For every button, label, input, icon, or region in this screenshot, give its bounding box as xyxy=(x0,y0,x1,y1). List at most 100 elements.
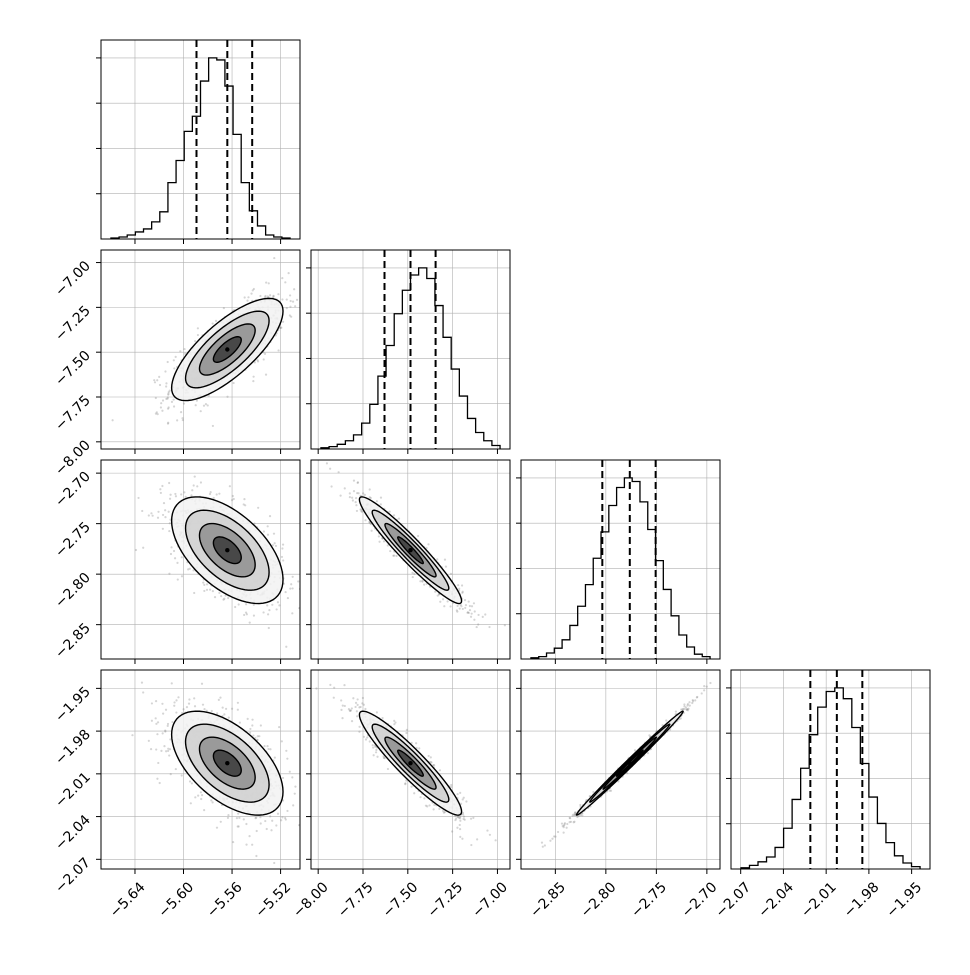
sample-point xyxy=(488,626,490,628)
histogram-group xyxy=(531,460,710,659)
sample-point xyxy=(259,816,261,818)
sample-point xyxy=(260,724,262,726)
sample-point xyxy=(355,702,357,704)
sample-point xyxy=(495,839,497,841)
sample-point xyxy=(305,307,307,309)
sample-point xyxy=(212,801,214,803)
sample-point xyxy=(159,384,161,386)
sample-point xyxy=(464,607,466,609)
sample-point xyxy=(229,485,231,487)
sample-point xyxy=(468,600,470,602)
sample-point xyxy=(247,718,249,720)
sample-point xyxy=(292,301,294,303)
sample-point xyxy=(352,499,354,501)
density-peak-marker xyxy=(408,761,412,765)
sample-point xyxy=(173,701,175,703)
sample-point xyxy=(226,396,228,398)
sample-point xyxy=(223,713,225,715)
sample-point xyxy=(171,682,173,684)
sample-point xyxy=(470,844,472,846)
sample-point xyxy=(252,734,254,736)
sample-point xyxy=(364,519,366,521)
sample-point xyxy=(231,499,233,501)
sample-point xyxy=(135,549,137,551)
sample-point xyxy=(165,709,167,711)
sample-point xyxy=(376,711,378,713)
sample-point xyxy=(206,589,208,591)
sample-point xyxy=(277,349,279,351)
sample-point xyxy=(277,601,279,603)
sample-point xyxy=(378,541,380,543)
sample-point xyxy=(193,592,195,594)
sample-point xyxy=(461,838,463,840)
sample-point xyxy=(244,296,246,298)
sample-point xyxy=(376,756,378,758)
sample-point xyxy=(285,591,287,593)
sample-point xyxy=(357,698,359,700)
sample-point xyxy=(344,705,346,707)
sample-point xyxy=(426,805,428,807)
sample-point xyxy=(189,780,191,782)
sample-point xyxy=(269,515,271,517)
sample-point xyxy=(482,616,484,618)
sample-point xyxy=(216,493,218,495)
sample-point xyxy=(264,820,266,822)
sample-point xyxy=(156,379,158,381)
sample-point xyxy=(476,838,478,840)
sample-point xyxy=(260,822,262,824)
sample-point xyxy=(228,717,230,719)
sample-point xyxy=(436,558,438,560)
sample-point xyxy=(282,777,284,779)
sample-point xyxy=(191,782,193,784)
sample-point xyxy=(281,816,283,818)
sample-point xyxy=(223,598,225,600)
sample-point xyxy=(463,816,465,818)
sample-point xyxy=(404,782,406,784)
sample-point xyxy=(449,605,451,607)
sample-point xyxy=(287,597,289,599)
sample-point xyxy=(276,608,278,610)
sample-point xyxy=(301,795,303,797)
sample-point xyxy=(688,701,690,703)
sample-point xyxy=(203,584,205,586)
sample-point xyxy=(280,327,282,329)
sample-point xyxy=(183,348,185,350)
sample-point xyxy=(329,684,331,686)
sample-point xyxy=(330,485,332,487)
sample-point xyxy=(288,272,290,274)
sample-point xyxy=(219,697,221,699)
sample-point xyxy=(372,746,374,748)
sample-point xyxy=(182,419,184,421)
sample-point xyxy=(267,525,269,527)
sample-point xyxy=(201,794,203,796)
sample-point xyxy=(176,562,178,564)
sample-point xyxy=(155,748,157,750)
sample-point xyxy=(245,844,247,846)
sample-point xyxy=(281,740,283,742)
sample-point xyxy=(286,810,288,812)
sample-point xyxy=(489,834,491,836)
sample-point xyxy=(265,281,267,283)
sample-point xyxy=(373,754,375,756)
sample-point xyxy=(141,510,143,512)
sample-point xyxy=(203,809,205,811)
sample-point xyxy=(181,774,183,776)
sample-point xyxy=(141,682,143,684)
sample-point xyxy=(210,799,212,801)
sample-point xyxy=(252,380,254,382)
sample-point xyxy=(471,605,473,607)
sample-point xyxy=(472,817,474,819)
sample-point xyxy=(175,495,177,497)
sample-point xyxy=(257,507,259,509)
sample-point xyxy=(250,293,252,295)
sample-point xyxy=(281,277,283,279)
x-tick-label: −2.07 xyxy=(713,879,755,921)
sample-point xyxy=(169,390,171,392)
sample-point xyxy=(326,462,328,464)
sample-point xyxy=(418,747,420,749)
sample-point xyxy=(244,504,246,506)
sample-point xyxy=(177,578,179,580)
sample-point xyxy=(257,735,259,737)
sample-point xyxy=(165,382,167,384)
